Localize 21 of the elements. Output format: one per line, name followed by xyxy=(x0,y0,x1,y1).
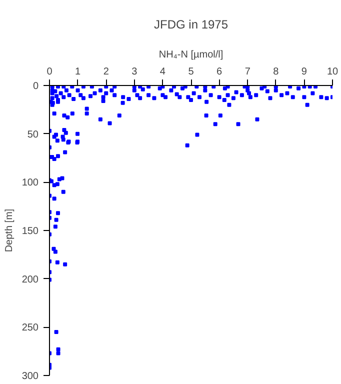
y-tick-label: 50 xyxy=(27,129,39,140)
x-tick-label: 9 xyxy=(301,66,308,78)
y-tick-label: 300 xyxy=(22,371,39,382)
x-tick-label: 8 xyxy=(273,66,280,78)
x-tick-label: 2 xyxy=(103,66,110,78)
y-tick-label: 250 xyxy=(22,322,39,334)
y-tick-label: 150 xyxy=(22,226,39,237)
x-tick-label: 0 xyxy=(46,66,53,78)
x-tick-label: 7 xyxy=(244,66,251,78)
x-tick-label: 4 xyxy=(160,66,166,78)
x-tick-label: 6 xyxy=(216,66,223,78)
y-tick-label: 0 xyxy=(32,81,39,92)
y-axis-title: Depth [m] xyxy=(4,208,15,252)
x-tick-label: 1 xyxy=(75,66,82,78)
y-tick-label: 200 xyxy=(22,274,39,286)
x-tick-label: 3 xyxy=(132,66,138,78)
x-tick-label: 5 xyxy=(188,66,194,78)
y-tick-label: 100 xyxy=(22,178,39,189)
chart-title: JFDG in 1975 xyxy=(154,18,228,32)
x-tick-label: 10 xyxy=(326,66,338,78)
x-axis-title: NH₄-N [µmol/l] xyxy=(158,50,224,60)
